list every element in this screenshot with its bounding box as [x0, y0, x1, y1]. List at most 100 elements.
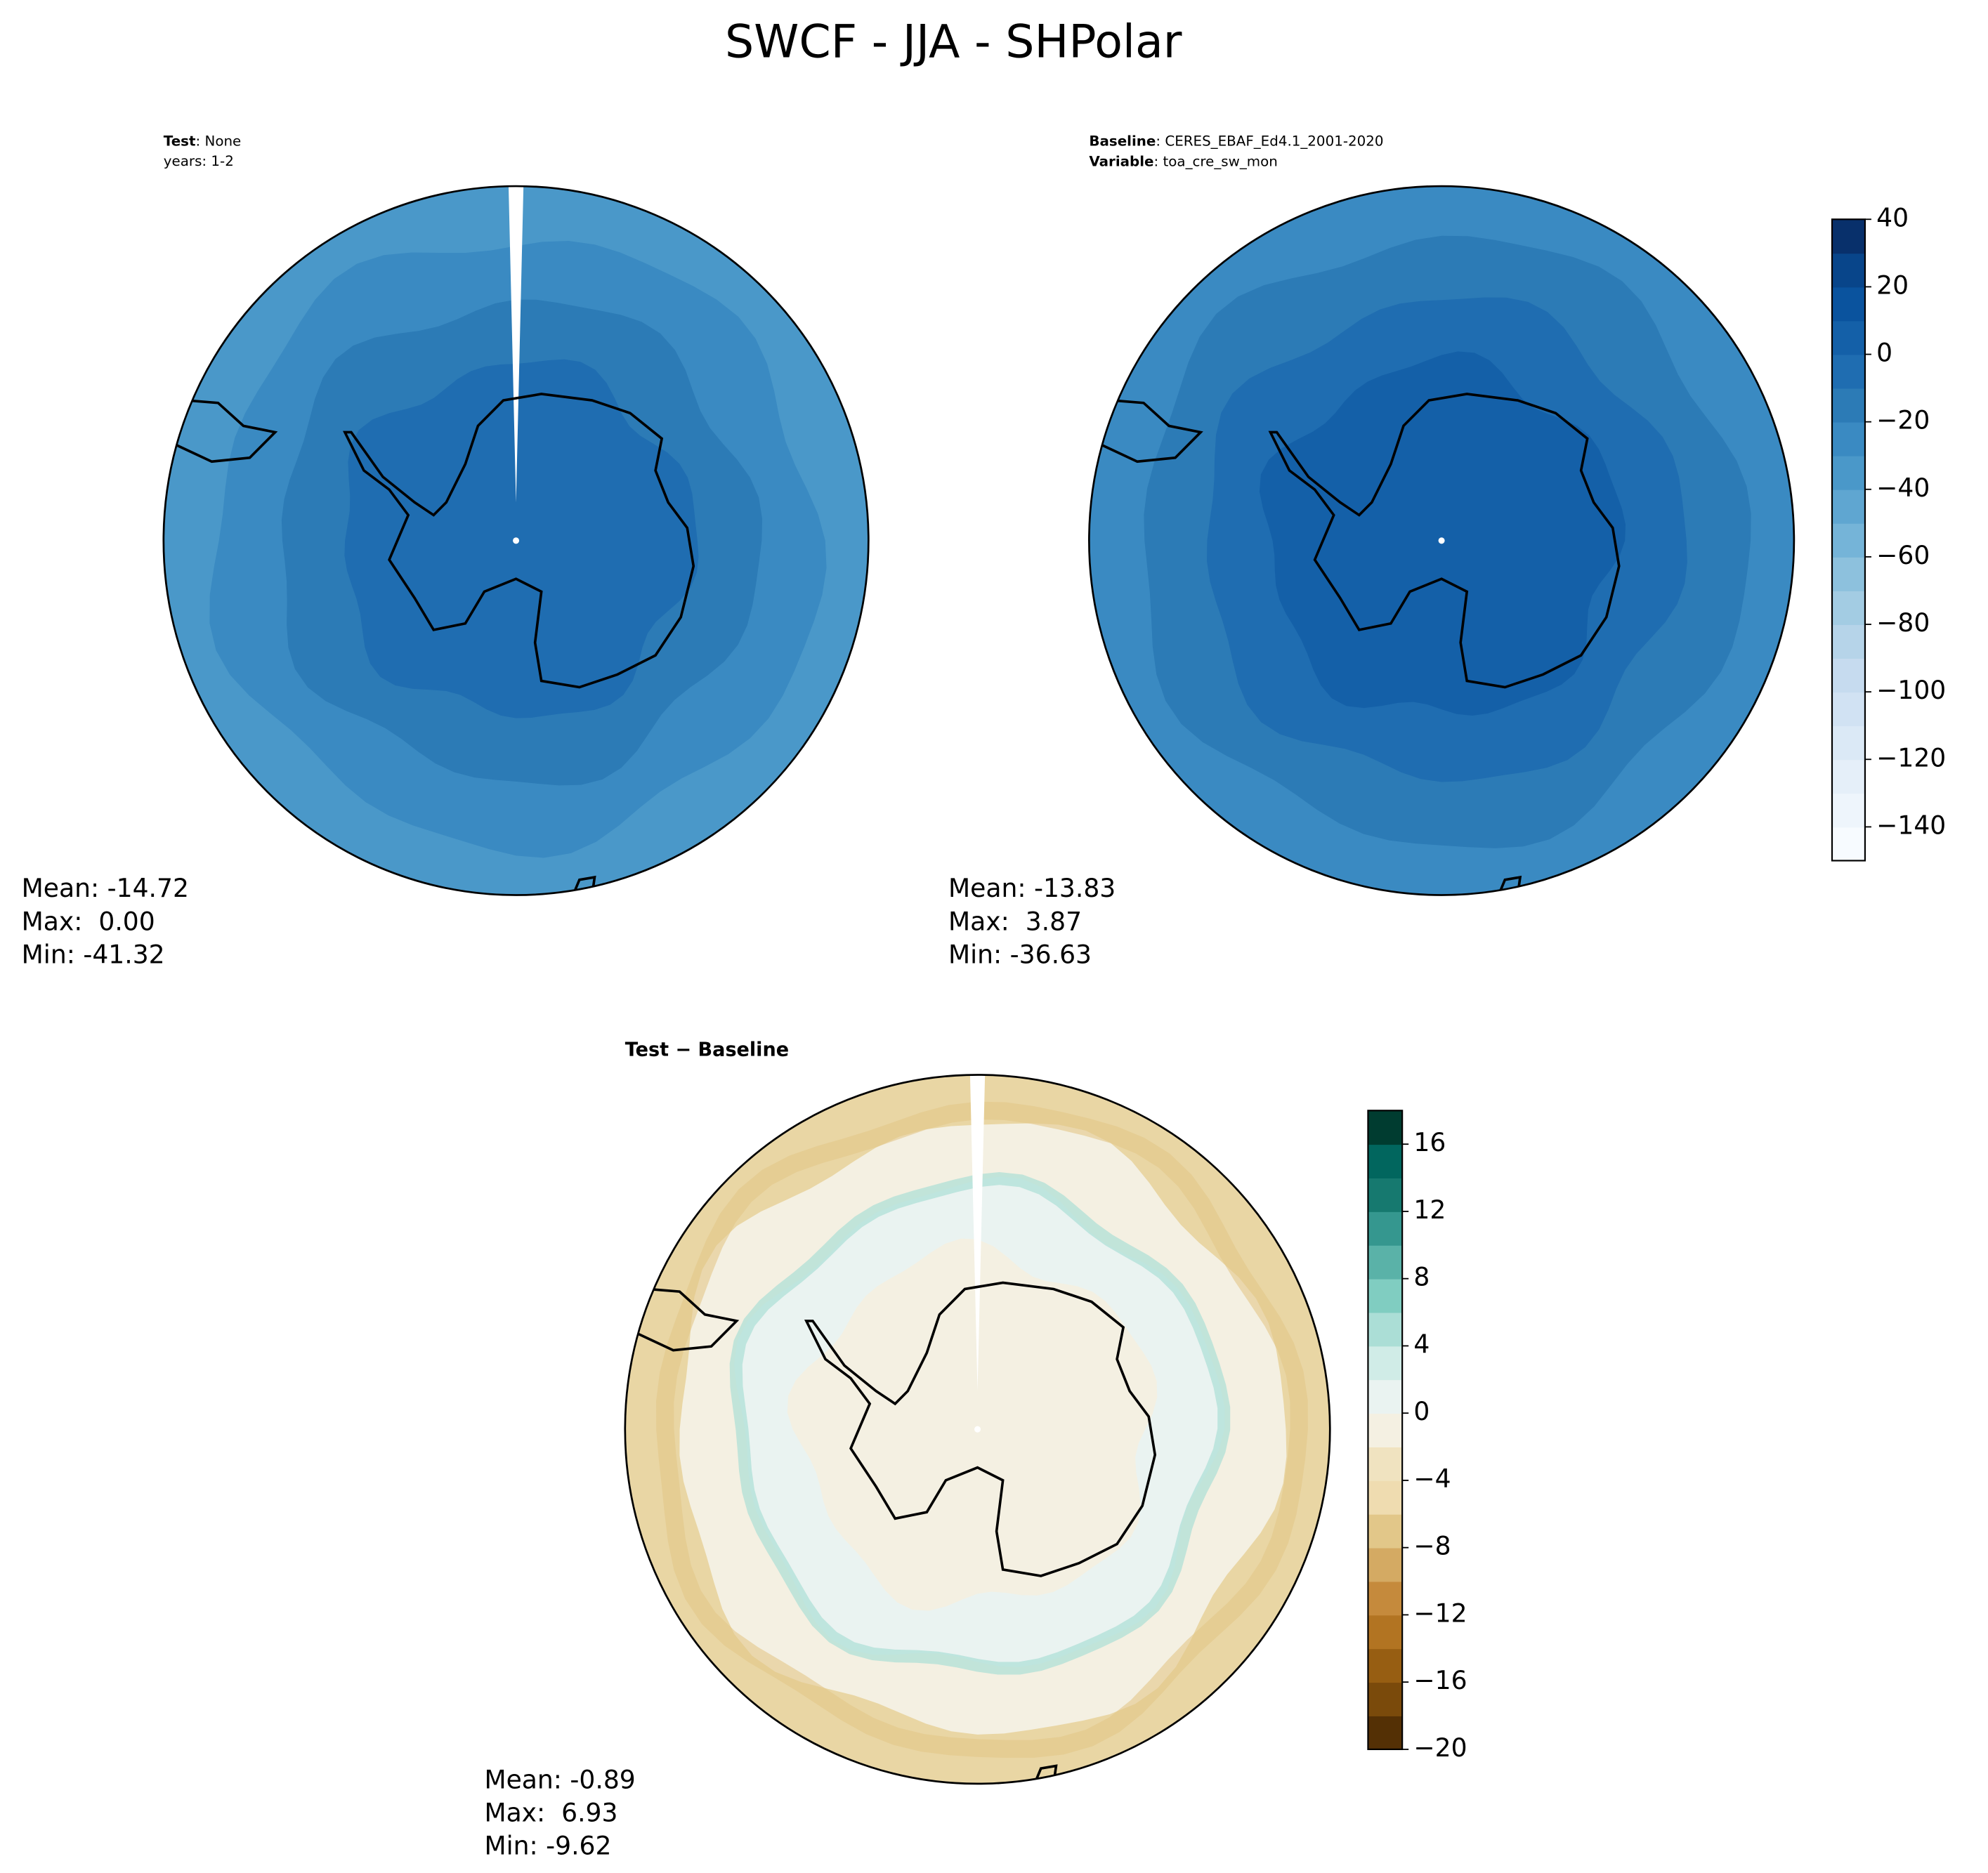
panel-title: Test − Baseline: [625, 1039, 789, 1060]
contour: [729, 1171, 1231, 1675]
map-frame: [624, 1074, 1331, 1785]
stat: Min: -41.32: [22, 940, 165, 970]
colorbar-band: [1832, 556, 1865, 591]
colorbar-tick-label: −100: [1876, 675, 1946, 705]
colorbar-band: [1832, 692, 1865, 727]
colorbar-band: [1368, 1211, 1403, 1246]
coastline: [1101, 399, 1203, 464]
label-value: : toa_cre_sw_mon: [1153, 153, 1277, 169]
pole: [974, 1426, 981, 1433]
stat: Max: 0.00: [22, 906, 155, 936]
colorbar-band: [1832, 624, 1865, 659]
panel-subtext: years: 1-2: [164, 153, 234, 169]
colorbar-band: [1368, 1547, 1403, 1582]
map: [1089, 186, 1794, 895]
coastline: [342, 393, 695, 689]
colorbar-band: [1832, 759, 1865, 794]
colorbar-band: [1832, 658, 1865, 693]
colorbar-tick-label: 16: [1413, 1127, 1446, 1157]
figure-title: SWCF - JJA - SHPolar: [725, 15, 1182, 68]
stat: Max: 3.87: [948, 906, 1082, 936]
colorbar-band: [1832, 523, 1865, 558]
colorbar-band: [1832, 287, 1865, 322]
stat: Mean: -13.83: [948, 873, 1116, 903]
label-name: Test: [164, 133, 196, 149]
label-name: Variable: [1089, 153, 1153, 169]
colorbar-band: [1832, 725, 1865, 761]
colorbar-band: [1368, 1648, 1403, 1683]
colorbar-tick-label: −20: [1413, 1733, 1467, 1763]
coastline: [1268, 393, 1621, 689]
colorbar-band: [1368, 1144, 1403, 1178]
label-name: Baseline: [1089, 133, 1156, 149]
colorbar-band: [1368, 1278, 1403, 1313]
colorbar-band: [1368, 1513, 1403, 1549]
contour: [787, 1238, 1158, 1611]
colorbar-frame: [1831, 218, 1866, 862]
colorbar-band: [1368, 1716, 1403, 1750]
colorbar-band: [1368, 1682, 1403, 1716]
label-value: : None: [196, 133, 242, 149]
map: [624, 1074, 1330, 1784]
colorbar-band: [1832, 320, 1865, 355]
colorbar-band: [1368, 1615, 1403, 1650]
colorbar-band: [1368, 1379, 1403, 1414]
colorbar-band: [1832, 421, 1865, 456]
pole: [513, 537, 520, 544]
colorbar-band: [1832, 455, 1865, 490]
colorbar-tick-label: −140: [1876, 810, 1946, 840]
map: [163, 186, 869, 895]
colorbar-tick-label: −120: [1876, 742, 1946, 773]
colorbar-band: [1368, 1413, 1403, 1447]
colorbar-band: [1832, 253, 1865, 288]
colorbar-band: [1832, 827, 1865, 862]
colorbar-band: [1368, 1346, 1403, 1381]
colorbar-tick-label: −8: [1413, 1531, 1451, 1561]
colorbar-band: [1832, 793, 1865, 828]
colorbar-band: [1368, 1312, 1403, 1347]
colorbar-tick-label: −60: [1876, 540, 1930, 570]
colorbar-band: [1832, 354, 1865, 389]
missing-wedge: [969, 1074, 986, 1391]
coastline: [637, 1287, 740, 1352]
colorbar-band: [1368, 1110, 1403, 1145]
contour: [1259, 351, 1626, 716]
colorbar-band: [1832, 388, 1865, 423]
colorbar-tick-label: −16: [1413, 1665, 1467, 1695]
stat: Min: -36.63: [948, 940, 1092, 970]
colorbar-band: [1832, 489, 1865, 524]
colorbar-band: [1832, 590, 1865, 625]
panel-label: Baseline: CERES_EBAF_Ed4.1_2001-2020: [1089, 133, 1383, 149]
label-value: : CERES_EBAF_Ed4.1_2001-2020: [1156, 133, 1383, 149]
colorbar-tick-label: 12: [1413, 1195, 1446, 1225]
colorbar-band: [1368, 1447, 1403, 1481]
colorbar-tick-label: 0: [1413, 1396, 1430, 1426]
colorbar-tick-label: −80: [1876, 607, 1930, 638]
colorbar-band: [1368, 1178, 1403, 1212]
colorbar-band: [1368, 1581, 1403, 1616]
stat: Mean: -14.72: [22, 873, 189, 903]
panel-label: Test: None: [164, 133, 241, 149]
map-frame: [162, 185, 870, 896]
colorbar-tick-label: −12: [1413, 1598, 1467, 1628]
colorbar-tick-label: 4: [1413, 1329, 1430, 1359]
coastline: [804, 1281, 1157, 1577]
colorbar-tick-label: −4: [1413, 1464, 1451, 1494]
stat: Max: 6.93: [484, 1797, 617, 1827]
stat: Mean: -0.89: [484, 1764, 635, 1794]
colorbar-tick-label: 20: [1876, 270, 1909, 300]
colorbar-band: [1832, 219, 1865, 254]
pole: [1438, 537, 1445, 544]
stat: Min: -9.62: [484, 1831, 611, 1861]
map-frame: [1088, 185, 1796, 896]
missing-wedge: [508, 186, 524, 503]
colorbar-band: [1368, 1244, 1403, 1280]
colorbar-band: [1368, 1480, 1403, 1515]
colorbar-tick-label: 0: [1876, 337, 1892, 367]
colorbar-tick-label: 8: [1413, 1262, 1430, 1292]
colorbar-frame: [1367, 1110, 1404, 1750]
contour: [656, 1101, 1308, 1759]
colorbar-tick-label: 40: [1876, 202, 1909, 232]
